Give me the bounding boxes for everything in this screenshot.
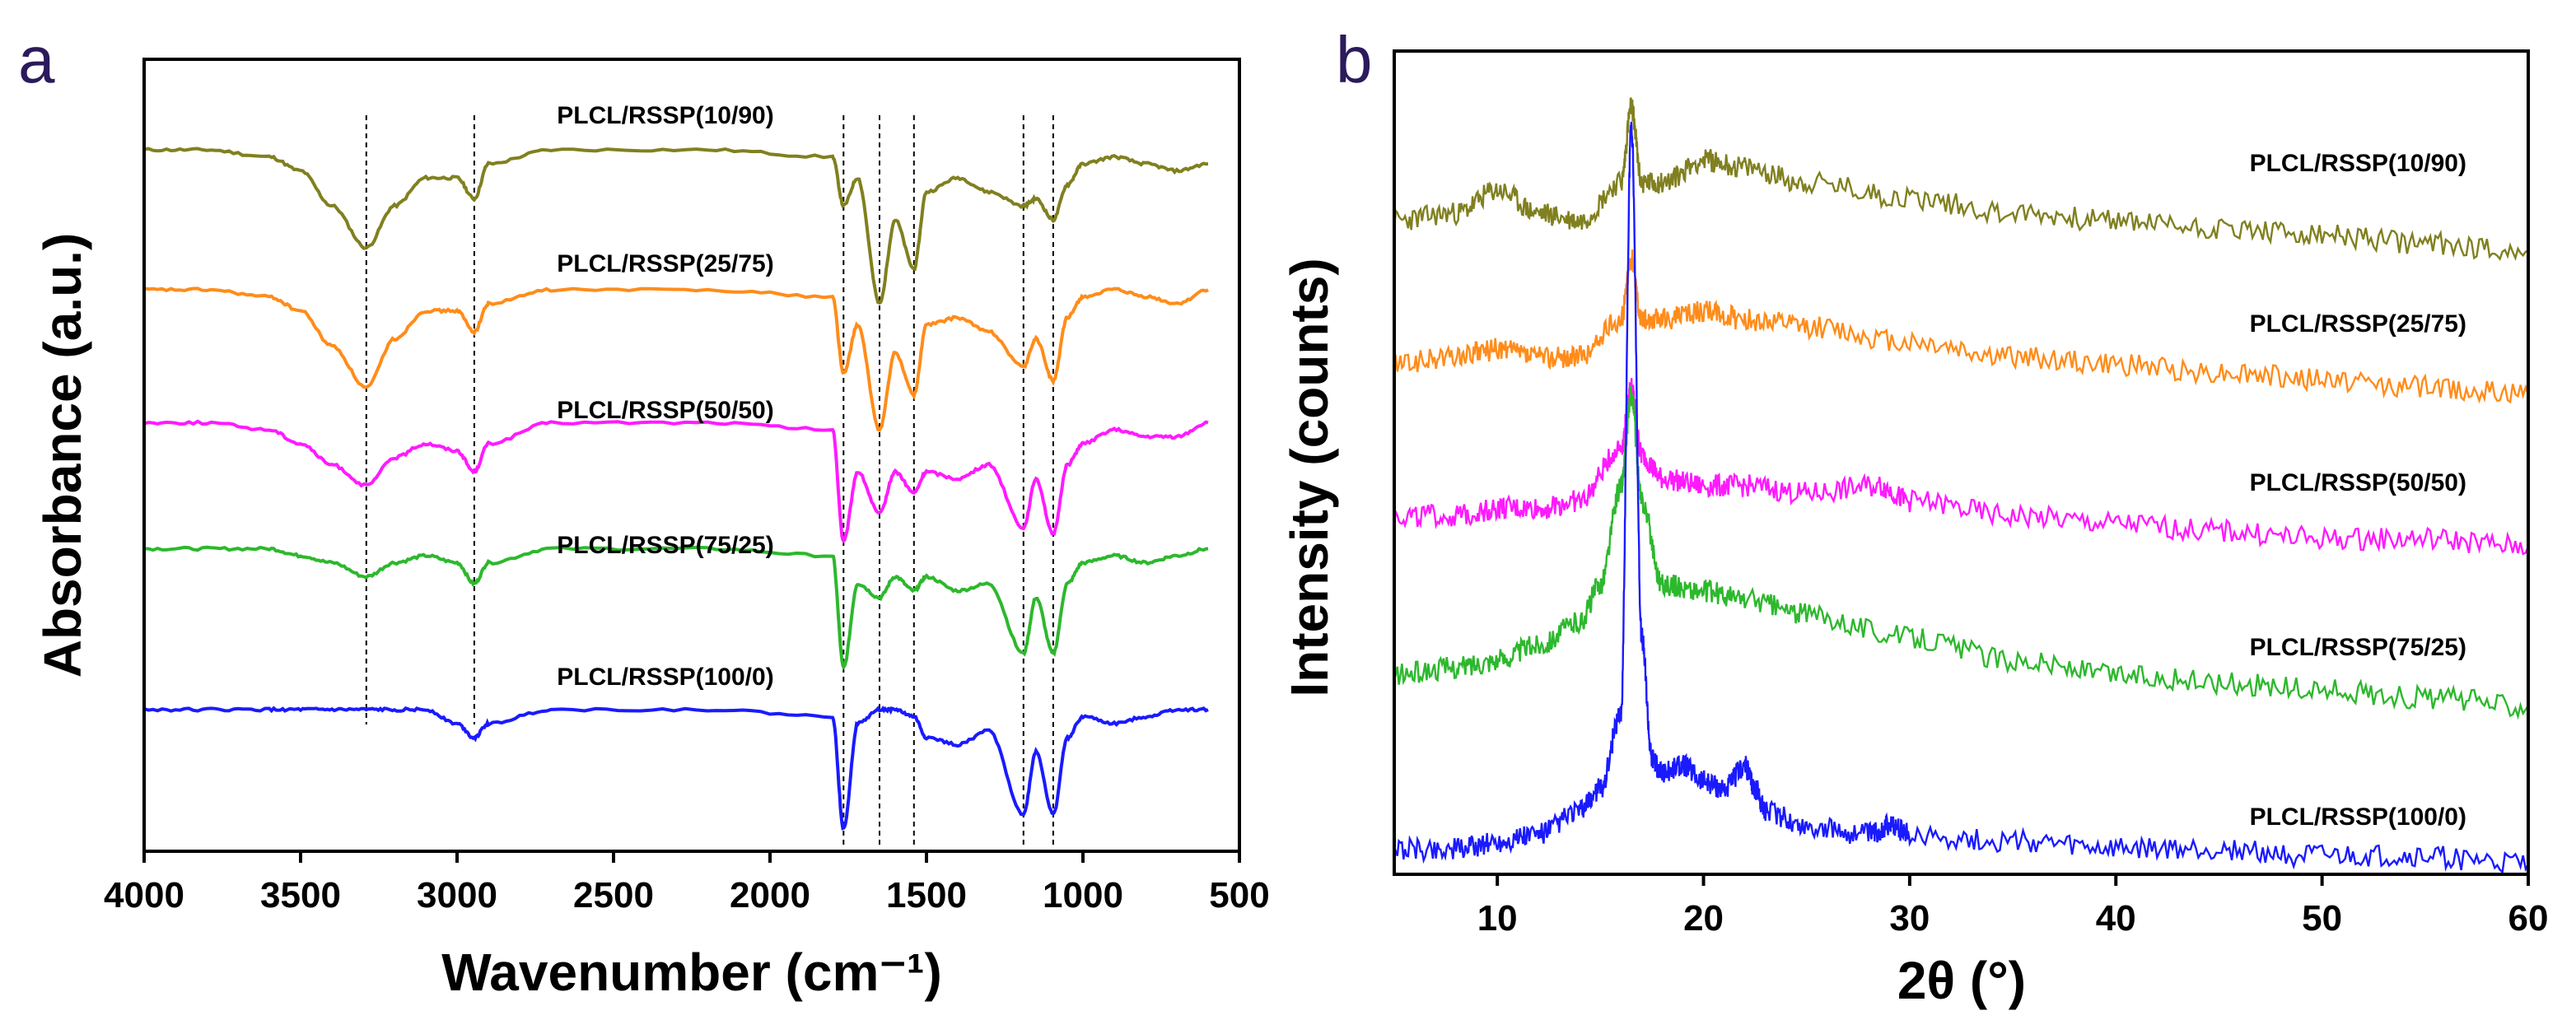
x-axis-ticks: 4000 3500 3000 2500 2000 1500 1000 500 <box>104 851 1270 915</box>
series-labels: PLCL/RSSP(10/90) PLCL/RSSP(25/75) PLCL/RSS… <box>2250 150 2466 831</box>
x-tick-label: 1000 <box>1043 875 1123 915</box>
x-tick-label: 50 <box>2302 898 2342 939</box>
series-label: PLCL/RSSP(100/0) <box>557 664 773 691</box>
series-line <box>1393 96 2529 262</box>
series-label: PLCL/RSSP(50/50) <box>557 397 773 424</box>
x-tick-label: 20 <box>1683 898 1724 939</box>
panel-letter-b: b <box>1336 23 1373 96</box>
plot-frame <box>142 58 1241 853</box>
panel-a-ftir-chart: PLCL/RSSP(10/90) PLCL/RSSP(25/75) PLCL/RSS… <box>33 58 1270 1002</box>
x-tick-label: 3500 <box>260 875 341 915</box>
x-axis-title: 2θ (°) <box>1897 951 2026 1010</box>
series-line <box>1393 121 2530 874</box>
series-line <box>1393 249 2530 404</box>
x-tick-label: 2000 <box>730 875 810 915</box>
x-tick-label: 1500 <box>886 875 967 915</box>
series-group <box>1393 96 2530 874</box>
series-line <box>143 286 1209 432</box>
x-axis-title: Wavenumber (cm⁻¹) <box>441 943 942 1002</box>
series-line <box>143 545 1209 670</box>
series-line <box>1393 385 2530 720</box>
series-label: PLCL/RSSP(100/0) <box>2250 803 2466 831</box>
series-label: PLCL/RSSP(75/25) <box>557 532 773 559</box>
series-line <box>143 147 1209 305</box>
series-line <box>143 706 1209 831</box>
series-labels: PLCL/RSSP(10/90) PLCL/RSSP(25/75) PLCL/RSS… <box>557 102 773 691</box>
series-group <box>143 147 1209 831</box>
series-label: PLCL/RSSP(50/50) <box>2250 469 2466 496</box>
x-tick-label: 4000 <box>104 875 184 915</box>
x-tick-label: 30 <box>1889 898 1930 939</box>
series-label: PLCL/RSSP(25/75) <box>557 250 773 277</box>
panel-letter-a: a <box>18 23 55 96</box>
series-line <box>1393 378 2530 556</box>
x-tick-label: 3000 <box>417 875 497 915</box>
plot-frame <box>1393 49 2530 876</box>
x-tick-label: 500 <box>1209 875 1269 915</box>
series-line <box>143 419 1209 544</box>
panel-b-xrd-chart: PLCL/RSSP(10/90) PLCL/RSSP(25/75) PLCL/RSS… <box>1280 49 2549 1010</box>
x-tick-label: 60 <box>2508 898 2549 939</box>
x-axis-ticks: 10 20 30 40 50 60 <box>1477 874 2549 939</box>
series-label: PLCL/RSSP(10/90) <box>2250 150 2466 177</box>
series-label: PLCL/RSSP(75/25) <box>2250 634 2466 661</box>
x-tick-label: 40 <box>2096 898 2136 939</box>
x-tick-label: 2500 <box>573 875 654 915</box>
reference-lines <box>365 115 1054 848</box>
y-axis-title: Intensity (counts) <box>1280 258 1339 696</box>
series-label: PLCL/RSSP(10/90) <box>557 102 773 129</box>
y-axis-title: Absorbance (a.u.) <box>33 233 92 678</box>
x-tick-label: 10 <box>1477 898 1518 939</box>
series-label: PLCL/RSSP(25/75) <box>2250 310 2466 338</box>
